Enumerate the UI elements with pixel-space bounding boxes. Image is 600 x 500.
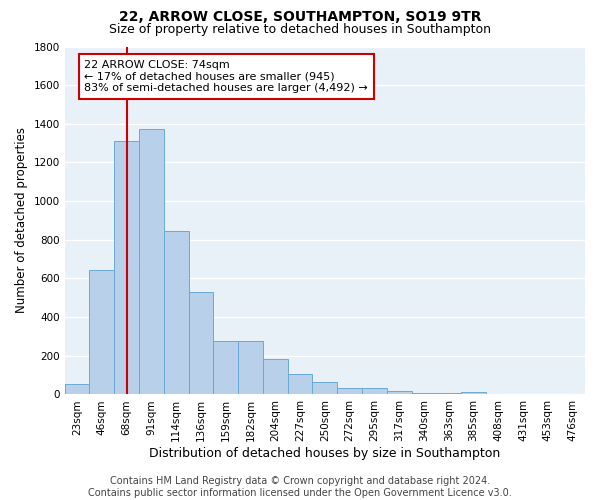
Bar [188,292,214,394]
Bar [362,388,387,394]
Bar [238,342,263,394]
Bar [313,382,337,394]
Bar [114,141,139,395]
Bar [263,358,287,394]
Bar [461,392,486,394]
Text: Contains HM Land Registry data © Crown copyright and database right 2024.
Contai: Contains HM Land Registry data © Crown c… [88,476,512,498]
Bar [164,231,188,394]
Text: 22, ARROW CLOSE, SOUTHAMPTON, SO19 9TR: 22, ARROW CLOSE, SOUTHAMPTON, SO19 9TR [119,10,481,24]
Bar [214,342,238,394]
Bar [139,128,164,394]
X-axis label: Distribution of detached houses by size in Southampton: Distribution of detached houses by size … [149,447,500,460]
Bar [65,384,89,394]
Text: 22 ARROW CLOSE: 74sqm
← 17% of detached houses are smaller (945)
83% of semi-det: 22 ARROW CLOSE: 74sqm ← 17% of detached … [85,60,368,93]
Bar [89,270,114,394]
Bar [287,374,313,394]
Bar [387,390,412,394]
Bar [412,392,436,394]
Y-axis label: Number of detached properties: Number of detached properties [15,128,28,314]
Text: Size of property relative to detached houses in Southampton: Size of property relative to detached ho… [109,22,491,36]
Bar [337,388,362,394]
